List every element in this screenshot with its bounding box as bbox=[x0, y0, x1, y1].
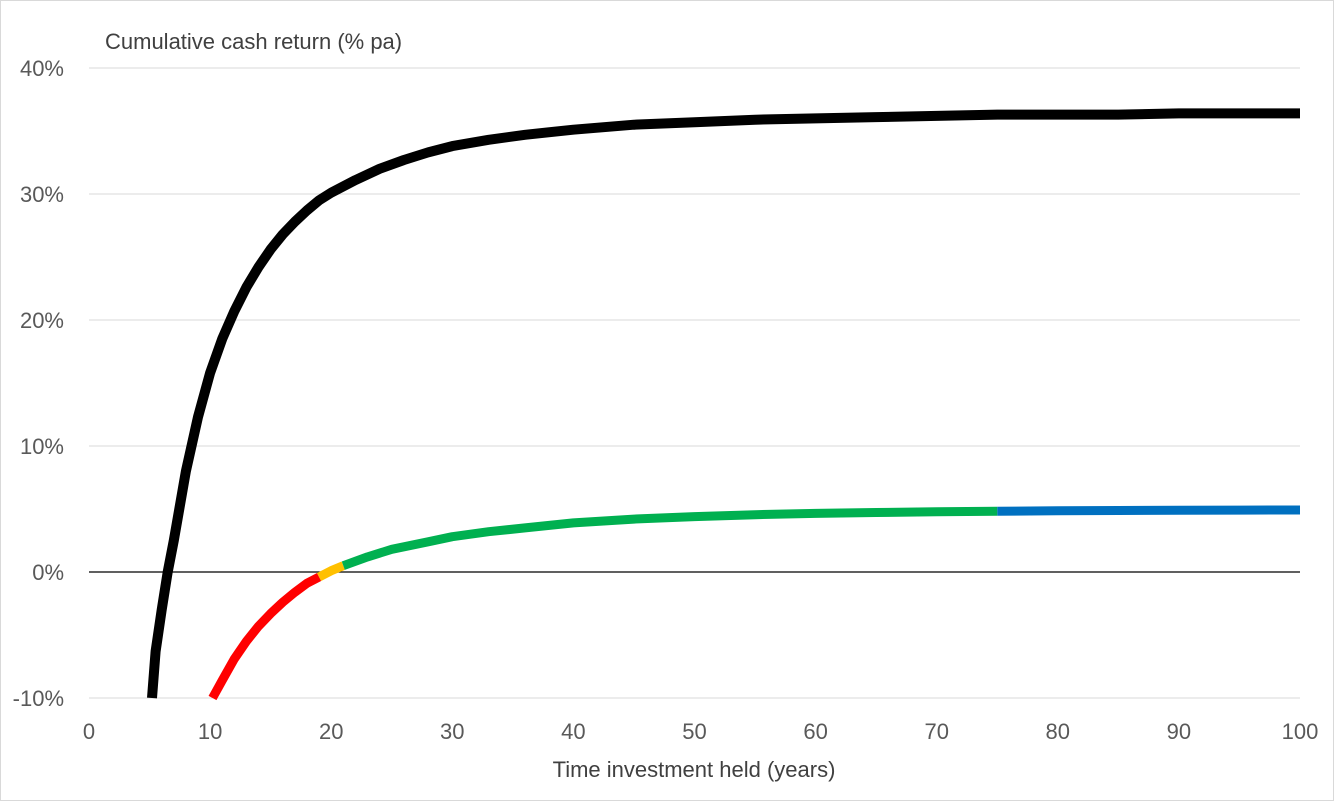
y-tick-label: 0% bbox=[32, 560, 64, 585]
y-axis-ticks: -10% 0% 10% 20% 30% 40% bbox=[13, 56, 64, 711]
x-tick-label: 50 bbox=[682, 719, 706, 744]
series-line-4 bbox=[341, 506, 998, 570]
x-tick-label: 70 bbox=[924, 719, 948, 744]
x-tick-label: 90 bbox=[1167, 719, 1191, 744]
x-tick-label: 100 bbox=[1282, 719, 1319, 744]
x-tick-label: 40 bbox=[561, 719, 585, 744]
x-tick-label: 0 bbox=[83, 719, 95, 744]
x-tick-label: 60 bbox=[803, 719, 827, 744]
x-tick-label: 30 bbox=[440, 719, 464, 744]
series-line-2 bbox=[208, 573, 322, 701]
y-tick-label: 40% bbox=[20, 56, 64, 81]
series-line-1 bbox=[147, 108, 1300, 699]
x-tick-label: 80 bbox=[1046, 719, 1070, 744]
y-tick-label: 10% bbox=[20, 434, 64, 459]
x-axis-ticks: 0 10 20 30 40 50 60 70 80 90 100 bbox=[83, 719, 1318, 744]
y-axis-title: Cumulative cash return (% pa) bbox=[105, 29, 402, 54]
series-line-3 bbox=[317, 561, 346, 581]
y-tick-label: 30% bbox=[20, 182, 64, 207]
series-lines bbox=[147, 108, 1301, 701]
x-tick-label: 20 bbox=[319, 719, 343, 744]
x-tick-label: 10 bbox=[198, 719, 222, 744]
y-tick-label: 20% bbox=[20, 308, 64, 333]
y-tick-label: -10% bbox=[13, 686, 64, 711]
series-line-5 bbox=[997, 505, 1301, 516]
gridlines bbox=[89, 67, 1300, 699]
x-axis-title: Time investment held (years) bbox=[553, 757, 836, 782]
